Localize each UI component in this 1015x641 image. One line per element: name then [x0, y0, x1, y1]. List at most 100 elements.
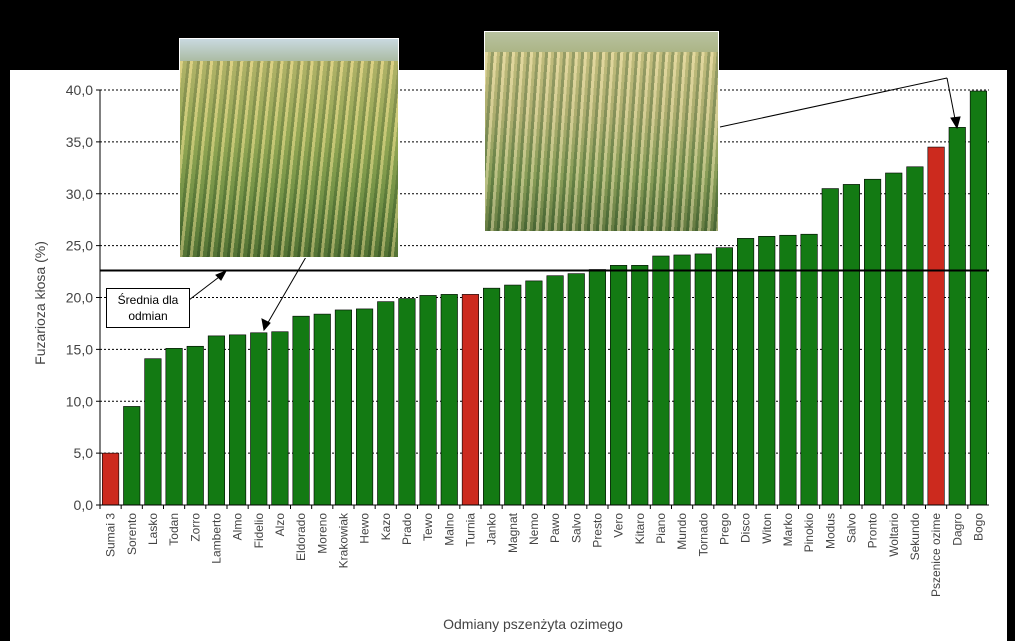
x-tick-label: Tornado — [696, 513, 710, 557]
x-tick-label: Pinokio — [802, 513, 816, 553]
bar — [525, 280, 543, 506]
photo-triticale-right — [484, 31, 719, 232]
bar — [250, 332, 268, 506]
y-tick-label: 15,0 — [66, 341, 93, 357]
bar — [969, 90, 987, 506]
bar — [483, 287, 501, 506]
bar — [567, 273, 585, 506]
x-tick-label: Bogo — [971, 513, 985, 541]
photo-right-arrow-2 — [946, 77, 957, 125]
photo-right-arrow-1 — [719, 77, 948, 128]
x-tick-label: Kazo — [379, 513, 393, 541]
bar — [398, 298, 416, 506]
photo-left-arrowhead — [261, 318, 271, 332]
x-tick-label: Sekundo — [908, 513, 922, 561]
x-tick-label: Sumai 3 — [104, 513, 118, 557]
x-tick-label: Kitaro — [633, 513, 647, 545]
photo-triticale-left — [179, 38, 399, 258]
bar — [144, 358, 162, 506]
x-tick-label: Sorento — [125, 513, 139, 555]
x-tick-label: Presto — [590, 513, 604, 548]
bar — [800, 233, 818, 506]
bar — [292, 315, 310, 506]
bar — [461, 294, 479, 506]
y-axis-label: Fuzarioza kłosa (%) — [32, 241, 48, 365]
bar — [948, 127, 966, 506]
x-tick-label: Alzo — [273, 513, 287, 537]
bar — [842, 184, 860, 506]
bar — [906, 166, 924, 506]
x-tick-label: Prego — [717, 513, 731, 545]
bar — [504, 284, 522, 506]
x-tick-label: Krakowiak — [336, 512, 350, 568]
bar — [123, 406, 141, 506]
y-ticks: 0,0 5,0 10,0 15,0 20,0 25,0 30,0 35,0 40,0 — [66, 82, 100, 513]
x-tick-label: Marko — [781, 513, 795, 547]
x-tick-label: Modus — [823, 513, 837, 549]
mean-label: Średnia dla odmian — [106, 288, 190, 328]
x-tick-labels: Sumai 3 Sorento Lasko Todan Zorro Lamberto Alm… — [99, 505, 985, 597]
bar — [377, 301, 395, 506]
x-tick-label: Mundo — [675, 513, 689, 550]
bar — [356, 308, 374, 506]
x-tick-label: Pawo — [548, 513, 562, 543]
y-tick-label: 25,0 — [66, 238, 93, 254]
mean-arrowhead — [215, 270, 228, 281]
mean-arrow — [188, 273, 224, 301]
x-tick-label: Disco — [739, 513, 753, 543]
bar — [821, 188, 839, 506]
x-tick-label: Zorro — [188, 513, 202, 542]
y-tick-label: 30,0 — [66, 186, 93, 202]
x-tick-label: Pszenice ozime — [929, 513, 943, 597]
bar — [610, 265, 628, 506]
x-tick-label: Hewo — [358, 513, 372, 544]
x-tick-label: Malno — [442, 513, 456, 546]
bar — [102, 452, 120, 506]
bar — [864, 178, 882, 506]
x-tick-label: Turnia — [463, 513, 477, 547]
bar — [927, 146, 945, 506]
photo-left-arrow — [265, 256, 307, 327]
bar — [229, 334, 247, 506]
bar — [165, 348, 183, 506]
bar — [885, 172, 903, 506]
x-tick-label: Piano — [654, 513, 668, 544]
y-tick-label: 20,0 — [66, 290, 93, 306]
bar — [737, 238, 755, 506]
x-tick-label: Witon — [760, 513, 774, 544]
x-tick-label: Woltario — [887, 513, 901, 557]
annotation-arrows — [188, 77, 961, 332]
bar — [207, 335, 225, 506]
x-tick-label: Nemo — [527, 513, 541, 545]
photo-right-arrowhead — [950, 116, 961, 130]
x-tick-label: Salvo — [569, 513, 583, 543]
bar — [271, 331, 289, 506]
bar — [631, 265, 649, 506]
bar — [186, 345, 204, 506]
y-tick-label: 10,0 — [66, 393, 93, 409]
bar — [588, 269, 606, 506]
bar — [715, 247, 733, 506]
x-tick-label: Janko — [485, 513, 499, 545]
bars — [102, 90, 987, 506]
y-tick-label: 5,0 — [74, 445, 94, 461]
x-tick-label: Eldorado — [294, 513, 308, 561]
bar — [546, 275, 564, 506]
bar — [694, 253, 712, 506]
y-tick-label: 0,0 — [74, 497, 94, 513]
x-tick-label: Magnat — [506, 512, 520, 553]
x-tick-label: Salvo — [844, 513, 858, 543]
bar — [758, 235, 776, 506]
y-tick-label: 35,0 — [66, 134, 93, 150]
x-tick-label: Moreno — [315, 513, 329, 554]
x-tick-label: Vero — [612, 513, 626, 538]
x-tick-label: Dagro — [950, 513, 964, 546]
x-tick-label: Almo — [231, 513, 245, 541]
x-tick-label: Lamberto — [209, 513, 223, 564]
x-tick-label: Pronto — [866, 513, 880, 549]
bar — [440, 294, 458, 506]
bar — [673, 254, 691, 506]
bar — [652, 255, 670, 506]
x-tick-label: Tewo — [421, 513, 435, 541]
x-axis-label: Odmiany pszenżyta ozimego — [443, 616, 623, 632]
